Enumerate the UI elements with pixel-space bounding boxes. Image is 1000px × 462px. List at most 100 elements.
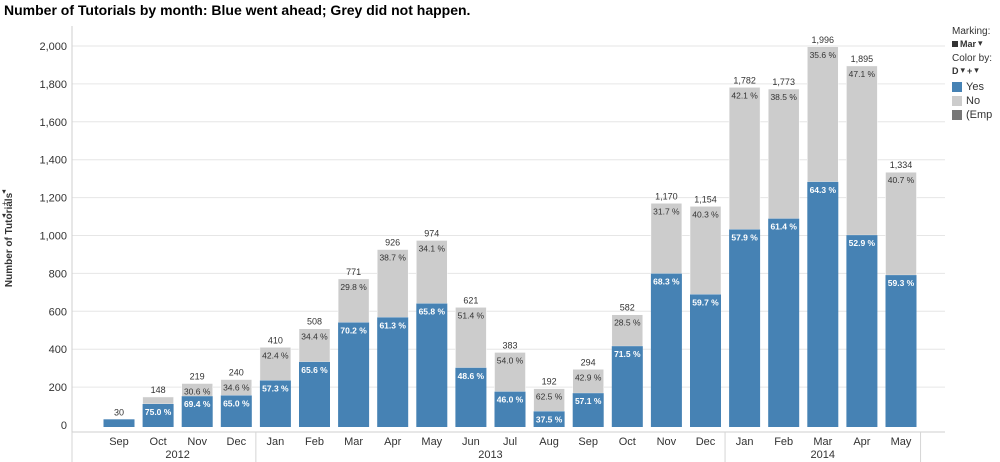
bar-yes-segment [377, 317, 409, 427]
color-by-value: D [952, 65, 959, 76]
x-tick-label: Oct [619, 436, 636, 448]
legend: Yes No (Emp [952, 80, 992, 122]
total-label: 1,334 [890, 160, 913, 170]
yes-pct-label: 61.4 % [770, 222, 797, 232]
x-tick-label: May [421, 436, 442, 448]
x-tick-label: Jun [462, 436, 480, 448]
axis-expand-button[interactable]: + [2, 199, 7, 208]
x-tick-label: Jan [267, 436, 285, 448]
yes-pct-label: 57.3 % [262, 383, 289, 393]
x-tick-label: Aug [539, 436, 559, 448]
no-pct-label: 34.1 % [419, 243, 446, 253]
bar-no-segment [376, 249, 409, 318]
total-label: 508 [307, 317, 322, 327]
chart-area: 0 200 400 600 800 1,000 1,200 1,400 1,600 1,800 2,… [4, 26, 945, 462]
yes-pct-label: 65.8 % [419, 307, 446, 317]
yes-pct-label: 65.6 % [301, 365, 328, 375]
bar-yes-segment [729, 229, 761, 427]
bar-yes-segment [650, 273, 682, 427]
no-pct-label: 42.4 % [262, 350, 289, 360]
x-tick-label: Dec [227, 436, 247, 448]
no-pct-label: 40.7 % [888, 175, 915, 185]
legend-label: No [966, 94, 981, 107]
y-tick-label: 2,000 [39, 41, 67, 53]
legend-item-no[interactable]: No [952, 94, 992, 107]
no-pct-label: 47.1 % [849, 69, 876, 79]
total-label: 30 [114, 407, 124, 417]
x-tick-label: Dec [696, 436, 716, 448]
x-tick-label: Mar [344, 436, 363, 448]
x-tick-label: Feb [774, 436, 793, 448]
bar-yes-segment [181, 396, 213, 427]
y-tick-label: 1,000 [39, 231, 67, 243]
legend-item-empty[interactable]: (Emp [952, 108, 992, 121]
yes-pct-label: 69.4 % [184, 399, 211, 409]
x-tick-label: Apr [853, 436, 870, 448]
total-label: 621 [463, 295, 478, 305]
bar-yes-segment [299, 361, 330, 427]
yes-pct-label: 57.1 % [575, 396, 602, 406]
total-label: 974 [424, 228, 439, 238]
year-label: 2012 [165, 449, 189, 461]
yes-pct-label: 71.5 % [614, 349, 641, 359]
marking-control[interactable]: Marking: Mar ▾ [952, 26, 1000, 49]
total-label: 383 [502, 340, 517, 350]
bar-no-segment [298, 328, 331, 363]
bar-yes-segment [338, 322, 370, 427]
marking-dropdown[interactable]: Mar ▾ [952, 38, 1000, 49]
legend-item-yes[interactable]: Yes [952, 80, 992, 93]
no-pct-label: 29.8 % [340, 282, 367, 292]
total-label: 582 [620, 303, 635, 313]
bar-yes-segment [533, 411, 565, 427]
color-by-label: Color by: [952, 53, 993, 64]
yes-pct-label: 75.0 % [145, 407, 172, 417]
axis-collapse-toggle[interactable]: ▾ [2, 187, 7, 196]
total-label: 771 [346, 267, 361, 277]
no-pct-label: 35.6 % [810, 50, 837, 60]
axis-controls[interactable]: ▾ + ▾ [2, 186, 7, 222]
no-pct-label: 42.1 % [731, 90, 758, 100]
total-label: 1,773 [772, 77, 795, 87]
x-tick-label: Feb [305, 436, 324, 448]
no-pct-label: 28.5 % [614, 318, 641, 328]
y-tick-label: 800 [49, 268, 67, 280]
bar-no-segment [689, 206, 722, 295]
yes-pct-label: 64.3 % [810, 185, 837, 195]
bar-no-segment [455, 307, 487, 369]
y-tick-label: 1,200 [39, 193, 67, 205]
x-tick-label: Mar [813, 436, 832, 448]
x-tick-label: Jan [736, 436, 754, 448]
y-tick-label: 400 [49, 344, 67, 356]
plus-icon[interactable]: + [967, 65, 973, 76]
yes-pct-label: 48.6 % [458, 371, 485, 381]
yes-pct-label: 52.9 % [849, 238, 876, 248]
bar-no-segment [885, 171, 917, 276]
x-tick-label: Nov [187, 436, 207, 448]
bar-yes-segment [690, 294, 721, 427]
bar-yes-segment [885, 275, 917, 427]
y-tick-label: 1,400 [39, 155, 67, 167]
color-by-dropdown[interactable]: D ▾ + ▾ [952, 65, 1000, 76]
bar-no-segment [767, 88, 800, 219]
bar-yes-segment [768, 218, 800, 427]
color-by-control[interactable]: Color by: D ▾ + ▾ [952, 53, 1000, 76]
yes-pct-label: 70.2 % [340, 325, 367, 335]
bar-yes-segment [220, 395, 252, 427]
axis-dropdown-toggle[interactable]: ▾ [2, 211, 7, 220]
yes-pct-label: 57.9 % [731, 232, 758, 242]
no-pct-label: 62.5 % [536, 392, 563, 402]
bar-no-segment [650, 203, 683, 274]
bar-yes-segment [416, 303, 448, 427]
yes-pct-label: 68.3 % [653, 277, 680, 287]
y-tick-label: 200 [49, 382, 67, 394]
legend-swatch [952, 81, 962, 92]
bar-no-segment [142, 396, 174, 405]
x-tick-label: Apr [384, 436, 401, 448]
bar-yes-segment [572, 393, 604, 427]
total-label: 1,782 [733, 75, 756, 85]
x-tick-label: Jul [503, 436, 517, 448]
total-label: 926 [385, 238, 400, 248]
chart-title: Number of Tutorials by month: Blue went … [4, 2, 471, 18]
marking-label: Marking: [952, 26, 991, 37]
total-label: 410 [268, 335, 283, 345]
